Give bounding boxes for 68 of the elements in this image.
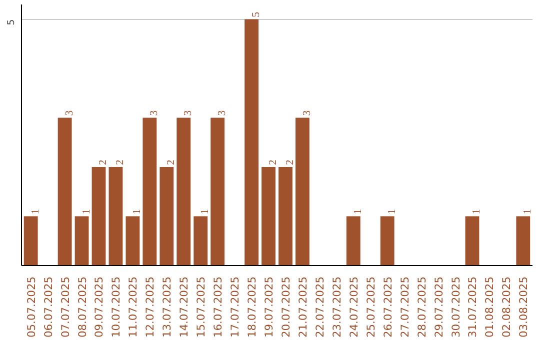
data-label: 3 bbox=[183, 110, 194, 116]
data-label: 3 bbox=[149, 110, 160, 116]
x-tick-label: 31.07.2025 bbox=[466, 276, 480, 338]
x-tick-label: 09.07.2025 bbox=[92, 276, 106, 338]
data-label: 1 bbox=[386, 208, 398, 214]
x-tick-label: 14.07.2025 bbox=[178, 276, 191, 338]
bar bbox=[58, 118, 72, 266]
bar bbox=[160, 167, 174, 266]
x-tick-label: 15.07.2025 bbox=[194, 276, 208, 338]
x-tick-label: 23.07.2025 bbox=[330, 276, 344, 338]
data-label: 3 bbox=[64, 110, 76, 116]
data-label: 2 bbox=[166, 160, 178, 166]
x-tick-label: 12.07.2025 bbox=[144, 276, 157, 338]
bar bbox=[465, 216, 480, 266]
x-tick-label: 16.07.2025 bbox=[212, 276, 225, 338]
x-tick-label: 25.07.2025 bbox=[364, 276, 378, 338]
bar bbox=[346, 216, 360, 266]
bar bbox=[142, 118, 157, 266]
bar bbox=[92, 167, 106, 266]
data-label: 2 bbox=[98, 160, 110, 166]
bar bbox=[74, 216, 89, 266]
data-label: 1 bbox=[81, 208, 92, 214]
x-tick-label: 10.07.2025 bbox=[110, 276, 123, 338]
bar bbox=[24, 216, 38, 266]
bar bbox=[516, 216, 530, 266]
x-tick-label: 02.08.2025 bbox=[500, 276, 514, 338]
data-label: 1 bbox=[522, 208, 534, 214]
x-tick-label: 29.07.2025 bbox=[432, 276, 446, 338]
x-tick-label: 07.07.2025 bbox=[58, 276, 72, 338]
data-label: 5 bbox=[251, 12, 262, 18]
bar bbox=[380, 216, 394, 266]
data-label: 3 bbox=[302, 110, 313, 116]
bar bbox=[176, 118, 191, 266]
x-tick-label: 28.07.2025 bbox=[415, 276, 428, 338]
x-tick-label: 24.07.2025 bbox=[347, 276, 360, 338]
bar bbox=[278, 167, 292, 266]
x-tick-label: 27.07.2025 bbox=[398, 276, 412, 338]
bar bbox=[262, 167, 276, 266]
x-tick-label: 19.07.2025 bbox=[262, 276, 276, 338]
x-tick-label: 17.07.2025 bbox=[228, 276, 242, 338]
x-tick-label: 26.07.2025 bbox=[381, 276, 394, 338]
bar bbox=[296, 118, 310, 266]
data-label: 2 bbox=[268, 160, 280, 166]
x-tick-label: 21.07.2025 bbox=[296, 276, 310, 338]
bar bbox=[194, 216, 208, 266]
x-tick-label: 05.07.2025 bbox=[24, 276, 38, 338]
data-label: 1 bbox=[30, 208, 42, 214]
bar bbox=[244, 19, 258, 266]
data-label: 2 bbox=[115, 160, 126, 166]
bar bbox=[108, 167, 123, 266]
x-tick-label: 08.07.2025 bbox=[76, 276, 89, 338]
data-label: 1 bbox=[200, 208, 212, 214]
x-tick-label: 22.07.2025 bbox=[313, 276, 326, 338]
data-label: 1 bbox=[352, 208, 364, 214]
data-label: 1 bbox=[132, 208, 144, 214]
bar bbox=[126, 216, 140, 266]
x-tick-label: 03.08.2025 bbox=[517, 276, 530, 338]
x-tick-label: 20.07.2025 bbox=[279, 276, 292, 338]
x-tick-label: 13.07.2025 bbox=[160, 276, 174, 338]
x-tick-label: 01.08.2025 bbox=[483, 276, 496, 338]
data-label: 3 bbox=[217, 110, 228, 116]
data-label: 2 bbox=[284, 160, 296, 166]
x-tick-label: 30.07.2025 bbox=[449, 276, 462, 338]
x-tick-label: 06.07.2025 bbox=[42, 276, 55, 338]
bar bbox=[210, 118, 225, 266]
x-tick-label: 11.07.2025 bbox=[126, 276, 140, 338]
x-tick-label: 18.07.2025 bbox=[246, 276, 259, 338]
data-label: 1 bbox=[472, 208, 483, 214]
